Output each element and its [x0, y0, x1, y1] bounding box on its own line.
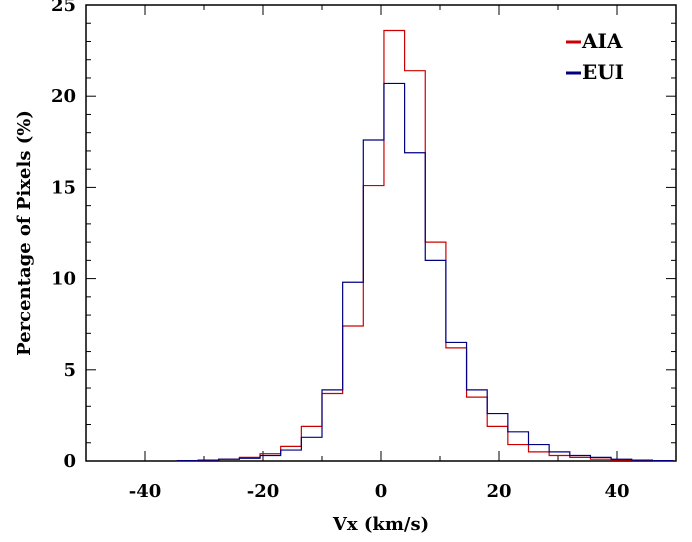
x-axis-title: Vx (km/s)	[332, 514, 429, 535]
series-eui-line	[176, 82, 674, 462]
y-axis-title: Percentage of Pixels (%)	[14, 110, 35, 356]
x-tick-label: 0	[375, 481, 388, 502]
y-tick-label: 20	[51, 86, 76, 107]
series-layer	[176, 29, 674, 462]
y-tick-label: 15	[51, 177, 76, 198]
x-tick-label: -20	[247, 481, 280, 502]
x-tick-label: -40	[129, 481, 162, 502]
y-tick-label: 10	[51, 269, 76, 290]
tick-labels: -40 -20 0 20 40 0 5 10 15 20 25	[51, 0, 630, 502]
axis-ticks	[85, 4, 677, 462]
y-tick-label: 25	[51, 0, 76, 16]
x-tick-label: 40	[604, 481, 629, 502]
y-tick-label: 0	[63, 451, 76, 472]
legend-label-eui: EUI	[582, 60, 624, 84]
x-tick-label: 20	[486, 481, 511, 502]
y-tick-label: 5	[63, 360, 76, 381]
legend: AIA EUI	[566, 29, 624, 84]
legend-label-aia: AIA	[581, 29, 623, 53]
